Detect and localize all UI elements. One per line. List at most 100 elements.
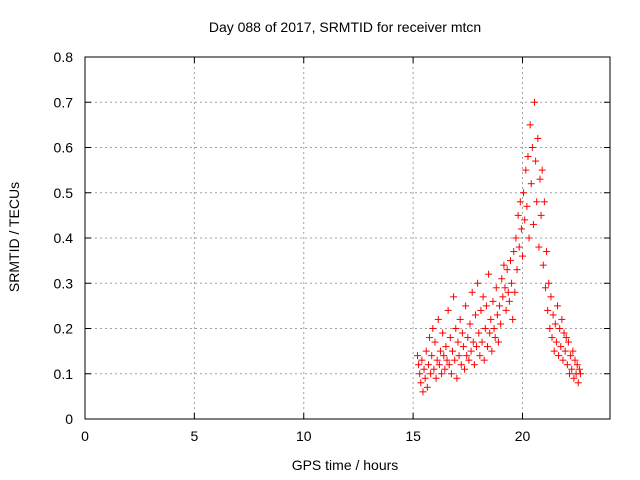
data-point — [540, 198, 548, 206]
data-point — [536, 175, 544, 183]
data-point — [501, 284, 509, 292]
data-points — [414, 98, 584, 396]
data-point — [491, 334, 499, 342]
data-point — [494, 338, 502, 346]
data-point — [440, 352, 448, 360]
data-point — [477, 306, 485, 314]
x-tick-label: 15 — [405, 428, 421, 444]
data-point — [537, 211, 545, 219]
data-point — [421, 374, 429, 382]
x-tick-label: 0 — [81, 428, 89, 444]
data-point — [500, 261, 508, 269]
data-point — [519, 252, 526, 260]
data-point — [517, 225, 525, 233]
data-point — [551, 320, 559, 328]
data-point — [463, 352, 471, 360]
data-point — [414, 352, 421, 360]
data-point — [487, 315, 495, 323]
data-point — [523, 202, 531, 210]
data-point — [475, 329, 483, 337]
data-point — [527, 180, 535, 188]
data-point — [512, 234, 520, 242]
data-point — [559, 356, 567, 364]
data-point — [438, 370, 446, 378]
data-point — [509, 315, 517, 323]
data-point — [470, 361, 478, 369]
data-point — [549, 311, 557, 319]
y-tick-label: 0.3 — [54, 275, 74, 291]
data-point — [562, 334, 570, 342]
data-point — [567, 352, 575, 360]
data-point — [467, 347, 475, 355]
data-point — [568, 365, 576, 373]
data-point — [548, 334, 556, 342]
data-point — [426, 334, 434, 342]
data-point — [420, 365, 428, 373]
data-point — [436, 347, 444, 355]
data-point — [510, 248, 518, 256]
data-point — [506, 257, 514, 265]
data-point — [557, 343, 565, 351]
data-point — [504, 288, 512, 296]
data-point — [429, 325, 437, 332]
data-point — [570, 374, 578, 382]
data-point — [561, 347, 569, 355]
data-point — [569, 347, 577, 355]
data-point — [435, 361, 443, 369]
data-point — [417, 379, 425, 387]
data-point — [428, 352, 436, 360]
data-point — [514, 211, 522, 219]
x-axis-label: GPS time / hours — [292, 457, 399, 473]
data-point — [464, 334, 472, 342]
data-point — [449, 347, 456, 355]
data-point — [476, 352, 484, 360]
data-point — [546, 325, 554, 332]
y-tick-label: 0.7 — [54, 94, 74, 110]
data-point — [550, 347, 558, 355]
data-point — [454, 338, 462, 346]
data-point — [451, 356, 459, 364]
data-point — [462, 302, 470, 310]
data-point — [513, 266, 521, 274]
data-point — [499, 293, 507, 301]
data-point — [503, 266, 511, 274]
y-tick-label: 0.2 — [54, 321, 74, 337]
data-point — [529, 220, 537, 228]
data-point — [543, 248, 551, 256]
data-point — [497, 320, 505, 328]
data-point — [528, 144, 536, 151]
data-point — [564, 338, 572, 346]
data-point — [545, 279, 553, 287]
data-point — [505, 297, 513, 305]
data-point — [439, 329, 447, 337]
data-point — [531, 98, 539, 106]
data-point — [422, 347, 430, 355]
y-tick-label: 0 — [65, 411, 73, 427]
data-point — [452, 325, 460, 332]
x-tick-label: 20 — [515, 428, 531, 444]
grid-lines — [85, 57, 610, 419]
data-point — [493, 311, 501, 319]
data-point — [459, 343, 467, 351]
data-point — [485, 270, 493, 278]
data-point — [535, 243, 543, 251]
data-point — [547, 293, 555, 301]
data-point — [488, 347, 496, 355]
data-point — [498, 275, 506, 283]
data-point — [469, 338, 477, 346]
data-point — [560, 329, 568, 337]
data-point — [481, 325, 489, 332]
data-point — [521, 216, 529, 224]
data-point — [558, 315, 566, 323]
data-point — [520, 189, 528, 197]
y-tick-label: 0.4 — [54, 230, 74, 246]
data-point — [575, 365, 583, 373]
data-point — [539, 261, 547, 269]
data-point — [433, 356, 441, 364]
data-point — [441, 365, 449, 373]
data-point — [478, 338, 486, 346]
data-point — [424, 361, 432, 369]
data-point — [496, 302, 504, 310]
data-point — [471, 311, 479, 319]
